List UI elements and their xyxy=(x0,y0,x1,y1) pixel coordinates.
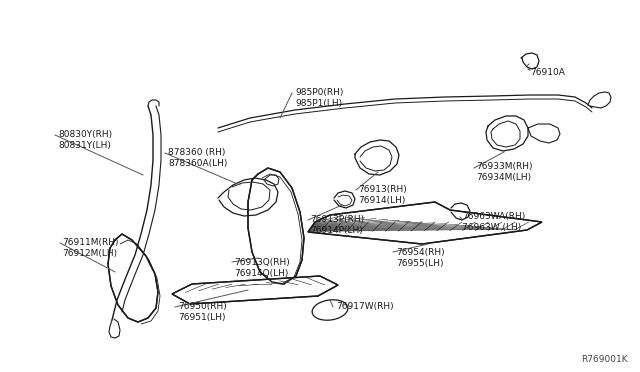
Polygon shape xyxy=(248,168,304,284)
Text: 878360 (RH)
878360A(LH): 878360 (RH) 878360A(LH) xyxy=(168,148,227,168)
Text: 76913(RH)
76914(LH): 76913(RH) 76914(LH) xyxy=(358,185,407,205)
Text: 76954(RH)
76955(LH): 76954(RH) 76955(LH) xyxy=(396,248,445,268)
Text: 76913P(RH)
76914P(LH): 76913P(RH) 76914P(LH) xyxy=(310,215,364,235)
Text: 76910A: 76910A xyxy=(530,68,565,77)
Text: 76933M(RH)
76934M(LH): 76933M(RH) 76934M(LH) xyxy=(476,162,532,182)
Text: R769001K: R769001K xyxy=(581,355,628,364)
Polygon shape xyxy=(108,234,158,322)
Text: 985P0(RH)
985P1(LH): 985P0(RH) 985P1(LH) xyxy=(295,88,344,108)
Text: 76950(RH)
76951(LH): 76950(RH) 76951(LH) xyxy=(178,302,227,322)
Text: 80830Y(RH)
80831Y(LH): 80830Y(RH) 80831Y(LH) xyxy=(58,130,112,150)
Text: 76911M(RH)
76912M(LH): 76911M(RH) 76912M(LH) xyxy=(62,238,118,258)
Text: 76917W(RH): 76917W(RH) xyxy=(336,302,394,311)
Polygon shape xyxy=(308,202,542,244)
Text: 76963WA(RH)
76963W (LH): 76963WA(RH) 76963W (LH) xyxy=(462,212,525,232)
Text: 76913Q(RH)
76914Q(LH): 76913Q(RH) 76914Q(LH) xyxy=(234,258,290,278)
Polygon shape xyxy=(172,276,338,304)
